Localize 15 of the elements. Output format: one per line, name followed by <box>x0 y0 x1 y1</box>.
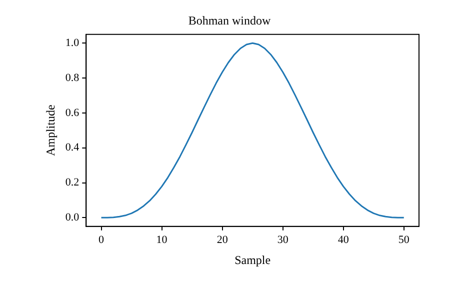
y-tick-label: 0.8 <box>65 72 80 84</box>
y-tick-label: 0.4 <box>65 142 80 154</box>
y-tick-label: 1.0 <box>65 37 80 50</box>
x-tick-label: 20 <box>216 234 228 246</box>
x-tick-label: 50 <box>398 234 410 246</box>
y-tick-label: 0.2 <box>65 176 80 189</box>
y-tick-label: 0.0 <box>65 212 80 224</box>
x-axis-title: Sample <box>234 252 271 267</box>
chart-title: Bohman window <box>188 13 271 28</box>
x-tick-label: 30 <box>277 234 289 246</box>
y-tick-label: 0.6 <box>65 106 80 119</box>
y-axis-title: Amplitude <box>43 104 58 156</box>
x-tick-label: 40 <box>338 234 350 246</box>
x-tick-label: 0 <box>98 234 105 246</box>
x-tick-label: 10 <box>156 234 168 246</box>
